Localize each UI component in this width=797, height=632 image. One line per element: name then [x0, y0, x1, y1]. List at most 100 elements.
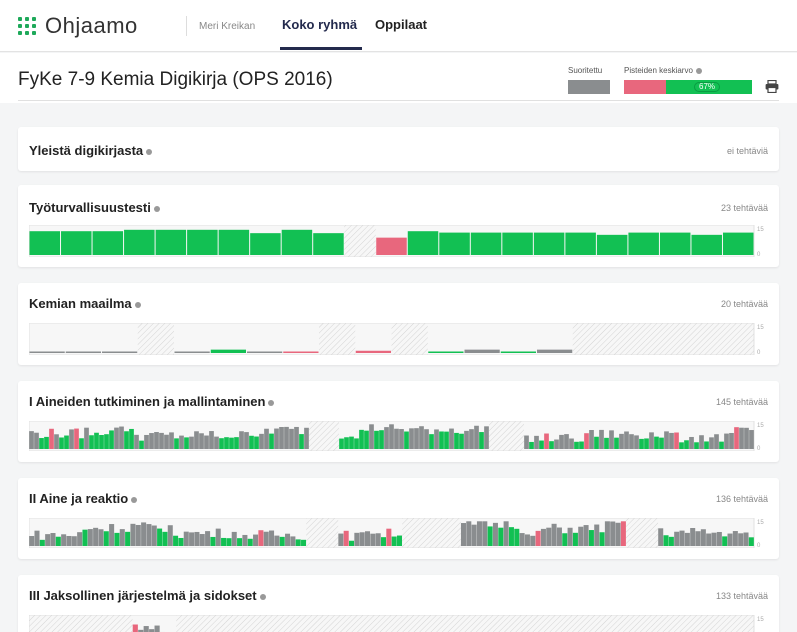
no-answers-segment: [314, 421, 319, 451]
no-answers-segment: [557, 615, 564, 632]
task-bar: [274, 535, 280, 546]
no-answers-segment: [623, 615, 629, 632]
task-bar: [654, 436, 659, 449]
task-bar: [247, 351, 283, 353]
no-answers-segment: [455, 518, 461, 548]
no-answers-segment: [634, 615, 640, 632]
no-answers-segment: [405, 615, 411, 632]
task-bar: [92, 231, 124, 255]
task-bar: [354, 532, 360, 546]
task-chart[interactable]: 150: [29, 615, 769, 632]
task-bar: [294, 426, 299, 449]
task-bar: [169, 432, 174, 449]
section-card[interactable]: III Jaksollinen järjestelmä ja sidokset …: [18, 575, 779, 632]
task-bar: [709, 437, 714, 449]
task-bar: [414, 428, 419, 449]
task-bar: [109, 430, 114, 449]
task-bar: [29, 231, 61, 255]
task-bar: [84, 427, 89, 449]
no-answers-segment: [230, 615, 237, 632]
task-bar: [29, 431, 34, 449]
task-bar: [549, 441, 554, 449]
help-icon[interactable]: [131, 496, 138, 503]
task-bar: [544, 433, 549, 449]
task-bar: [391, 536, 397, 546]
no-answers-segment: [181, 615, 188, 632]
logo[interactable]: Ohjaamo: [18, 13, 138, 39]
task-bar: [64, 435, 69, 449]
no-answers-segment: [721, 615, 727, 632]
no-answers-segment: [655, 615, 662, 632]
no-answers-segment: [311, 518, 317, 548]
help-icon[interactable]: [259, 593, 266, 600]
no-answers-segment: [519, 615, 526, 632]
help-icon[interactable]: [695, 67, 702, 74]
tab-koko-ryhma[interactable]: Koko ryhmä: [282, 17, 358, 32]
no-answers-segment: [514, 615, 520, 632]
help-icon[interactable]: [134, 301, 141, 308]
no-answers-segment: [439, 518, 445, 548]
task-bar: [242, 534, 248, 546]
task-bar: [375, 533, 381, 546]
no-answers-segment: [470, 615, 476, 632]
task-bar: [604, 437, 609, 449]
no-answers-segment: [525, 615, 531, 632]
task-bar: [218, 229, 250, 255]
task-bar: [344, 437, 349, 449]
no-answers-segment: [306, 518, 312, 548]
task-bar: [476, 521, 482, 546]
task-bar: [71, 536, 77, 546]
help-icon[interactable]: [146, 148, 153, 155]
no-answers-segment: [717, 323, 754, 355]
task-bar: [524, 435, 529, 449]
task-bar: [554, 439, 559, 449]
task-bar: [748, 537, 754, 546]
task-bar: [59, 437, 64, 449]
task-bar: [247, 538, 253, 546]
section-title: I Aineiden tutkiminen ja mallintaminen: [29, 394, 275, 409]
help-icon[interactable]: [153, 205, 160, 212]
task-bar: [132, 624, 138, 632]
task-bar: [404, 431, 409, 449]
task-bar: [546, 527, 552, 546]
task-bar: [584, 433, 589, 449]
no-answers-segment: [322, 518, 328, 548]
task-bar: [574, 441, 579, 449]
task-bar: [146, 524, 152, 546]
task-bar: [454, 432, 459, 449]
no-answers-segment: [683, 615, 689, 632]
section-card[interactable]: Työturvallisuustesti 23 tehtävää 15 0: [18, 185, 779, 267]
no-answers-segment: [563, 615, 569, 632]
task-bar: [700, 529, 706, 546]
no-answers-segment: [116, 615, 122, 632]
task-bar: [104, 434, 109, 449]
teacher-name[interactable]: Meri Kreikan: [199, 21, 256, 32]
task-bar: [663, 535, 669, 546]
no-answers-segment: [418, 518, 424, 548]
legend-avg-label: Pisteiden keskiarvo: [624, 66, 702, 75]
print-icon[interactable]: [765, 80, 779, 93]
task-bar: [749, 430, 754, 449]
help-icon[interactable]: [268, 399, 275, 406]
section-card[interactable]: Kemian maailma 20 tehtävää 15 0: [18, 283, 779, 365]
no-answers-segment: [377, 615, 384, 632]
no-answers-segment: [252, 615, 258, 632]
section-card[interactable]: Yleistä digikirjasta ei tehtäviä: [18, 127, 779, 171]
no-answers-segment: [450, 518, 456, 548]
no-answers-segment: [704, 615, 711, 632]
no-answers-segment: [572, 323, 609, 355]
section-card[interactable]: II Aine ja reaktio 136 tehtävää 15 0: [18, 478, 779, 559]
no-answers-segment: [312, 615, 318, 632]
task-bar: [679, 442, 684, 449]
tab-oppilaat[interactable]: Oppilaat: [375, 17, 428, 32]
no-answers-segment: [492, 615, 498, 632]
task-bar: [269, 530, 275, 546]
no-answers-segment: [628, 615, 635, 632]
task-bar: [69, 429, 74, 449]
section-card[interactable]: I Aineiden tutkiminen ja mallintaminen 1…: [18, 381, 779, 462]
task-bar: [199, 534, 205, 546]
